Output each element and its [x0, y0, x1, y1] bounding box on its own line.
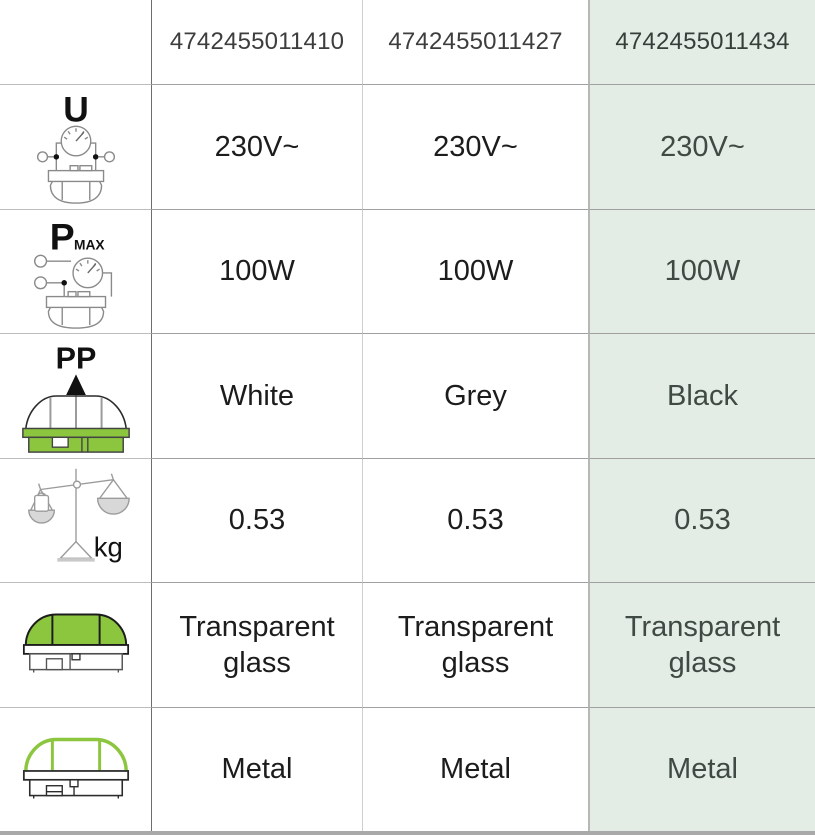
housing-value-3: Metal	[588, 706, 815, 831]
voltage-value-1: 230V~	[152, 84, 363, 209]
diffuser-value-2: Transparent glass	[363, 582, 588, 707]
icon-cell-max-power: P MAX	[0, 208, 152, 333]
weight-balance-scale-icon: kg	[27, 469, 130, 563]
terminal-dot-right	[92, 153, 98, 160]
colour-value-3: Black	[588, 333, 815, 458]
scale-drawing	[27, 469, 130, 562]
icon-cell-voltage: U	[0, 84, 152, 209]
icon-cell-diffuser	[0, 582, 152, 707]
housing-luminaire-drawing	[22, 738, 129, 799]
product-code-column-1: 4742455011410	[152, 0, 363, 84]
colour-value-2: Grey	[363, 333, 588, 458]
green-outline-housing-luminaire-icon	[22, 738, 129, 799]
max-power-gauge-luminaire-icon: P MAX	[33, 216, 112, 330]
housing-value-1: Metal	[152, 706, 363, 831]
green-diffuser-luminaire-icon	[22, 613, 129, 673]
weight-value-2: 0.53	[363, 457, 588, 583]
power-value-3: 100W	[588, 208, 815, 333]
icon-cell-body-colour: PP	[0, 333, 152, 458]
voltage-circuit-lines	[36, 125, 115, 204]
weight-unit-label: kg	[93, 532, 122, 563]
up-arrow	[65, 374, 86, 395]
product-code-column-3-highlighted: 4742455011434	[588, 0, 815, 84]
power-symbol-label: P	[49, 216, 74, 258]
voltage-value-2: 230V~	[363, 84, 588, 209]
colour-luminaire-drawing	[21, 374, 130, 453]
diffuser-luminaire-drawing	[22, 613, 129, 673]
weight-value-1: 0.53	[152, 457, 363, 582]
colour-symbol-label: PP	[55, 341, 96, 375]
product-code-column-2: 4742455011427	[388, 28, 563, 55]
power-circuit-lines	[33, 254, 112, 330]
power-value-2: 100W	[363, 208, 588, 334]
weight-value-3: 0.53	[588, 457, 815, 582]
voltage-gauge-luminaire-icon: U	[36, 89, 115, 204]
voltage-symbol-label: U	[63, 89, 89, 129]
housing-value-2: Metal	[363, 706, 588, 832]
colour-value-1: White	[152, 333, 363, 458]
diffuser-value-3: Transparent glass	[588, 582, 815, 707]
icon-cell-housing	[0, 706, 152, 831]
diffuser-value-1: Transparent glass	[152, 582, 363, 707]
icon-cell-weight: kg	[0, 457, 152, 582]
power-symbol-subscript: MAX	[74, 238, 105, 253]
voltage-value-3: 230V~	[588, 84, 815, 209]
corner-cell	[0, 0, 152, 84]
terminal-dot	[60, 280, 67, 286]
terminal-dot-left	[53, 153, 59, 160]
body-colour-arrow-luminaire-icon: PP	[21, 341, 130, 453]
power-value-1: 100W	[152, 208, 363, 333]
